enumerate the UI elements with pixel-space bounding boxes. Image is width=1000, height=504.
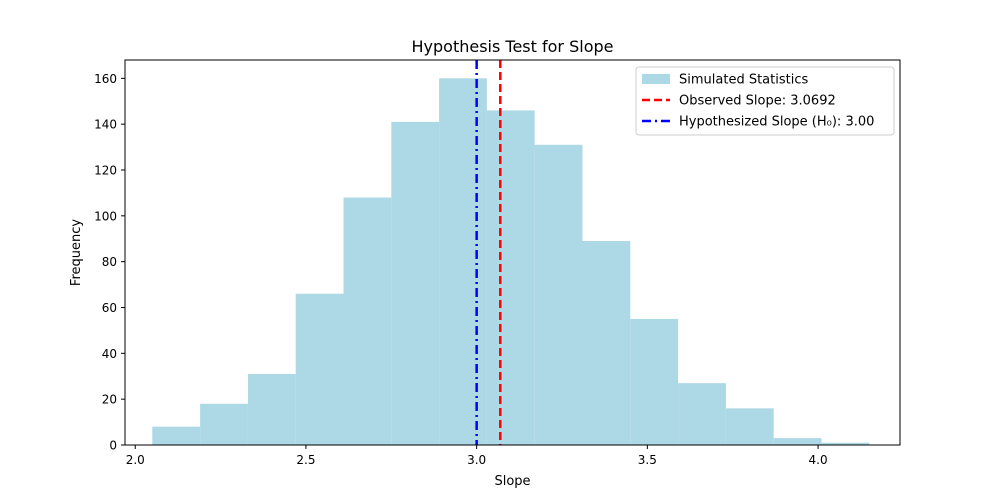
plot-frame xyxy=(124,59,901,446)
chart-title: Hypothesis Test for Slope xyxy=(412,37,614,56)
histogram-bar xyxy=(773,438,822,446)
reference-lines-layer xyxy=(475,60,502,445)
x-tick-label: 2.5 xyxy=(296,453,315,467)
legend-label: Simulated Statistics xyxy=(679,73,808,88)
histogram-bar xyxy=(725,408,774,445)
histogram-bar xyxy=(295,293,344,445)
legend-label: Hypothesized Slope (H₀): 3.00 xyxy=(679,115,874,130)
y-tick-label: 20 xyxy=(102,393,117,407)
y-tick-label: 40 xyxy=(102,347,117,361)
legend-swatch xyxy=(642,74,670,84)
histogram-bar xyxy=(391,121,440,446)
histogram-bar xyxy=(343,197,392,445)
y-tick-label: 100 xyxy=(94,209,117,223)
histogram-bar xyxy=(582,241,631,445)
y-tick-label: 80 xyxy=(102,255,117,269)
x-tick-label: 4.0 xyxy=(809,453,828,467)
y-tick-label: 60 xyxy=(102,301,117,315)
x-axis-ticks: 2.0 2.5 3.0 3.5 4.0 xyxy=(126,445,828,467)
bars-layer xyxy=(152,78,870,446)
histogram-bar xyxy=(486,110,535,446)
histogram-bar xyxy=(534,144,583,446)
y-tick-label: 120 xyxy=(94,164,117,178)
x-tick-label: 2.0 xyxy=(126,453,145,467)
x-tick-label: 3.0 xyxy=(467,453,486,467)
histogram-bar xyxy=(152,426,201,445)
y-tick-label: 140 xyxy=(94,118,117,132)
legend-label: Observed Slope: 3.0692 xyxy=(679,94,836,109)
legend: Simulated Statistics Observed Slope: 3.06… xyxy=(635,66,895,136)
y-axis-label: Frequency xyxy=(69,219,84,286)
histogram-bar xyxy=(678,383,726,446)
y-tick-label: 160 xyxy=(94,72,117,86)
y-tick-label: 0 xyxy=(109,439,117,453)
histogram-bar xyxy=(200,403,248,445)
histogram-bar xyxy=(630,318,679,445)
legend-box xyxy=(635,66,895,136)
histogram-bar xyxy=(821,442,870,445)
x-axis-label: Slope xyxy=(494,474,530,489)
histogram-bar xyxy=(247,373,296,445)
histogram-bar xyxy=(439,78,487,445)
x-tick-label: 3.5 xyxy=(638,453,657,467)
y-axis-ticks: 0 20 40 60 80 100 120 140 160 xyxy=(94,72,125,453)
